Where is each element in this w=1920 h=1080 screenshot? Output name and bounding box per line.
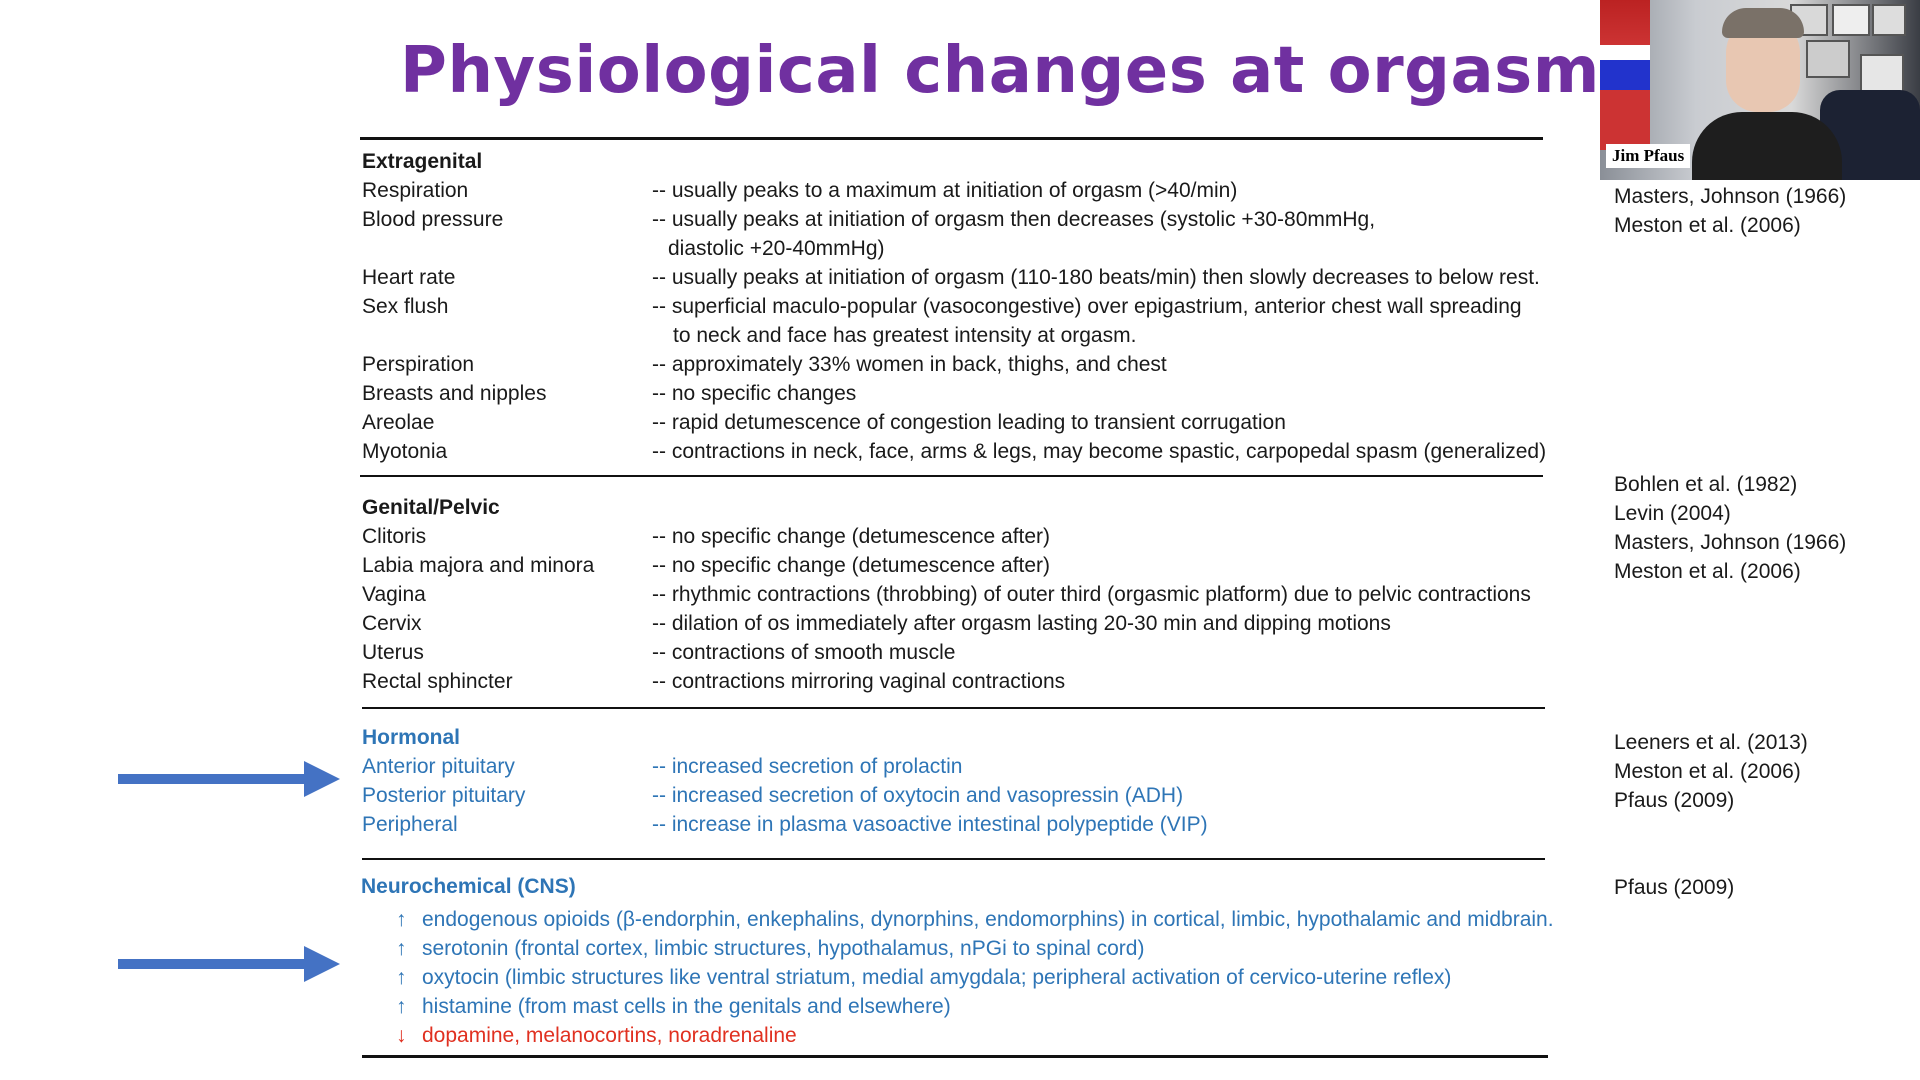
up-arrow-icon: ↑: [396, 995, 407, 1018]
pointer-arrow-icon: [118, 761, 340, 797]
label-breasts-nipples: Breasts and nipples: [362, 382, 547, 405]
reference: Masters, Johnson (1966): [1614, 531, 1847, 554]
reference: Leeners et al. (2013): [1614, 731, 1808, 754]
up-arrow-icon: ↑: [396, 937, 407, 960]
label-clitoris: Clitoris: [362, 525, 427, 548]
extragenital-descriptions: -- usually peaks to a maximum at initiat…: [652, 176, 1546, 466]
down-arrow-icon: ↓: [396, 1024, 407, 1047]
label-heart-rate: Heart rate: [362, 266, 456, 289]
pointer-arrow-icon: [118, 946, 340, 982]
up-arrow-icon: ↑: [396, 908, 407, 931]
reference: Pfaus (2009): [1614, 789, 1735, 812]
section-heading-hormonal: Hormonal: [362, 726, 461, 749]
list-item: ↑ oxytocin (limbic structures like ventra…: [396, 963, 1554, 992]
desc-sex-flush-cont: to neck and face has greatest intensity …: [673, 324, 1137, 347]
label-perspiration: Perspiration: [362, 353, 475, 376]
section-heading-genital: Genital/Pelvic: [362, 496, 500, 519]
list-item: ↓ dopamine, melanocortins, noradrenaline: [396, 1021, 1554, 1050]
label-peripheral: Peripheral: [362, 813, 458, 836]
list-item: ↑ endogenous opioids (β-endorphin, enkeph…: [396, 905, 1554, 934]
neuro-item-text: serotonin (frontal cortex, limbic struct…: [422, 937, 1145, 960]
desc-breasts-nipples: -- no specific changes: [652, 382, 857, 405]
list-item: ↑ serotonin (frontal cortex, limbic struc…: [396, 934, 1554, 963]
desc-blood-pressure-cont: diastolic +20-40mmHg): [668, 237, 885, 260]
reference: Meston et al. (2006): [1614, 214, 1801, 237]
desc-myotonia: -- contractions in neck, face, arms & le…: [652, 440, 1547, 463]
neuro-item-text: dopamine, melanocortins, noradrenaline: [422, 1024, 797, 1047]
desc-uterus: -- contractions of smooth muscle: [652, 641, 956, 664]
hormonal-labels: Hormonal Anterior pituitary Posterior pi…: [362, 723, 525, 839]
desc-anterior-pituitary: -- increased secretion of prolactin: [652, 755, 963, 778]
desc-labia: -- no specific change (detumescence afte…: [652, 554, 1051, 577]
desc-perspiration: -- approximately 33% women in back, thig…: [652, 353, 1167, 376]
rule-top: [360, 137, 1543, 140]
reference: Levin (2004): [1614, 502, 1731, 525]
label-labia: Labia majora and minora: [362, 554, 595, 577]
section-heading-neuro: Neurochemical (CNS): [361, 875, 576, 898]
section-heading-extragenital: Extragenital: [362, 150, 483, 173]
reference: Meston et al. (2006): [1614, 760, 1801, 783]
rule-bottom: [362, 1055, 1548, 1058]
person-hair: [1722, 8, 1804, 38]
refs-neuro: Pfaus (2009): [1614, 873, 1734, 902]
refs-hormonal: Leeners et al. (2013) Meston et al. (200…: [1614, 728, 1808, 815]
list-item: ↑ histamine (from mast cells in the genit…: [396, 992, 1554, 1021]
hormonal-descriptions: -- increased secretion of prolactin -- i…: [652, 752, 1208, 839]
label-sex-flush: Sex flush: [362, 295, 449, 318]
flag-decoration: [1600, 0, 1650, 150]
desc-areolae: -- rapid detumescence of congestion lead…: [652, 411, 1286, 434]
label-anterior-pituitary: Anterior pituitary: [362, 755, 515, 778]
reference: Meston et al. (2006): [1614, 560, 1801, 583]
genital-descriptions: -- no specific change (detumescence afte…: [652, 522, 1531, 696]
desc-peripheral: -- increase in plasma vasoactive intesti…: [652, 813, 1208, 836]
desc-heart-rate: -- usually peaks at initiation of orgasm…: [652, 266, 1540, 289]
desc-sex-flush: -- superficial maculo-popular (vasoconge…: [652, 295, 1522, 318]
rule-hormonal: [362, 858, 1545, 860]
desc-vagina: -- rhythmic contractions (throbbing) of …: [652, 583, 1531, 606]
wall-frame-2: [1832, 4, 1870, 36]
wall-frame-4: [1806, 40, 1850, 78]
label-posterior-pituitary: Posterior pituitary: [362, 784, 526, 807]
neuro-item-text: endogenous opioids (β-endorphin, enkepha…: [422, 908, 1554, 931]
desc-posterior-pituitary: -- increased secretion of oxytocin and v…: [652, 784, 1184, 807]
label-rectal-sphincter: Rectal sphincter: [362, 670, 513, 693]
reference: Masters, Johnson (1966): [1614, 185, 1847, 208]
desc-cervix: -- dilation of os immediately after orga…: [652, 612, 1391, 635]
reference: Pfaus (2009): [1614, 876, 1735, 899]
desc-clitoris: -- no specific change (detumescence afte…: [652, 525, 1051, 548]
neuro-list: ↑ endogenous opioids (β-endorphin, enkeph…: [396, 905, 1554, 1050]
label-uterus: Uterus: [362, 641, 424, 664]
webcam-video[interactable]: Jim Pfaus: [1600, 0, 1920, 180]
extragenital-labels: Extragenital Respiration Blood pressure …: [362, 147, 546, 466]
person-body: [1692, 112, 1842, 180]
participant-name: Jim Pfaus: [1606, 144, 1691, 168]
label-areolae: Areolae: [362, 411, 435, 434]
refs-genital: Bohlen et al. (1982) Levin (2004) Master…: [1614, 470, 1846, 586]
neuro-item-text: oxytocin (limbic structures like ventral…: [422, 966, 1452, 989]
label-cervix: Cervix: [362, 612, 422, 635]
desc-rectal-sphincter: -- contractions mirroring vaginal contra…: [652, 670, 1066, 693]
label-myotonia: Myotonia: [362, 440, 448, 463]
refs-extragenital: Masters, Johnson (1966) Meston et al. (2…: [1614, 182, 1846, 240]
slide-title: Physiological changes at orgasm: [400, 34, 1600, 108]
neuro-item-text: histamine (from mast cells in the genita…: [422, 995, 951, 1018]
label-respiration: Respiration: [362, 179, 469, 202]
reference: Bohlen et al. (1982): [1614, 473, 1798, 496]
rule-extragenital: [360, 475, 1543, 477]
up-arrow-icon: ↑: [396, 966, 407, 989]
desc-blood-pressure: -- usually peaks at initiation of orgasm…: [652, 208, 1376, 231]
wall-frame-3: [1872, 4, 1906, 36]
label-vagina: Vagina: [362, 583, 426, 606]
genital-labels: Genital/Pelvic Clitoris Labia majora and…: [362, 493, 594, 696]
label-blood-pressure: Blood pressure: [362, 208, 504, 231]
rule-genital: [362, 707, 1545, 709]
desc-respiration: -- usually peaks to a maximum at initiat…: [652, 179, 1238, 202]
